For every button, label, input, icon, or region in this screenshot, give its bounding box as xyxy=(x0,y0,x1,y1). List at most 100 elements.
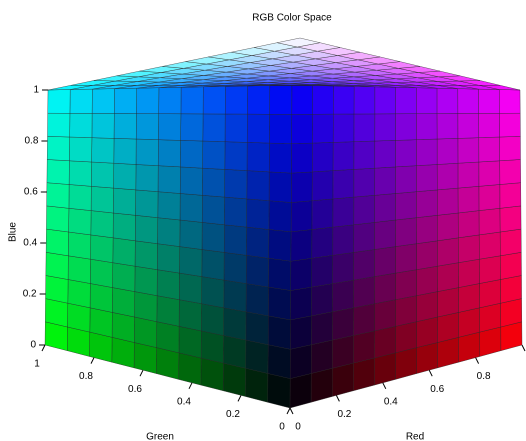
cube-cell xyxy=(202,86,226,115)
x-tick xyxy=(335,395,340,402)
cube-cell xyxy=(416,164,438,192)
cube-cell xyxy=(479,255,501,284)
cube-cell xyxy=(223,307,247,341)
cube-cell xyxy=(499,159,521,185)
cube-cell xyxy=(247,85,271,115)
cube-cell xyxy=(246,170,270,201)
cube-cell xyxy=(374,86,396,115)
cube-cell xyxy=(374,246,396,277)
cube-cell xyxy=(223,335,247,369)
z-tick-label: 0.8 xyxy=(24,136,38,147)
y-tick-label: 0.8 xyxy=(79,371,93,382)
cube-cell xyxy=(416,87,438,114)
cube-cell xyxy=(395,113,417,141)
cube-cell xyxy=(291,142,313,174)
cube-cell xyxy=(269,84,293,115)
cube-cell xyxy=(331,362,354,397)
cube-cell xyxy=(437,212,459,242)
cube-cell xyxy=(289,373,312,409)
cube-cell xyxy=(46,182,70,209)
cube-cell xyxy=(45,252,69,280)
cube-cell xyxy=(374,193,396,223)
x-tick xyxy=(475,357,480,364)
cube-cell xyxy=(416,215,438,244)
y-tick xyxy=(188,382,193,390)
cube-cell xyxy=(374,140,396,169)
cube-cell xyxy=(499,136,521,162)
cube-cell xyxy=(90,234,114,263)
cube-cell xyxy=(478,184,501,211)
cube-cell xyxy=(111,312,135,343)
cube-cell xyxy=(268,258,292,291)
cube-cell xyxy=(311,170,334,201)
cube-cell xyxy=(246,198,270,230)
cube-cell xyxy=(312,113,334,144)
cube-cell xyxy=(135,113,159,140)
cube-cell xyxy=(90,258,114,288)
cube-cell xyxy=(436,162,459,191)
cube-cell xyxy=(457,137,480,164)
cube-cell xyxy=(156,295,180,327)
cube-cell xyxy=(353,357,375,392)
cube-cell xyxy=(416,138,438,166)
cube-cell xyxy=(395,87,417,115)
cube-cell xyxy=(134,316,158,348)
cube-cell xyxy=(134,240,158,270)
cube-cell xyxy=(112,212,136,242)
cube-cell xyxy=(395,139,417,168)
cube-cell xyxy=(353,195,375,226)
cube-cell xyxy=(436,113,459,140)
cube-cell xyxy=(202,140,226,170)
cube-cell xyxy=(134,265,158,296)
cube-cell xyxy=(333,85,355,115)
cube-cell xyxy=(224,113,248,143)
cube-cell xyxy=(245,367,269,403)
z-tick-label: 0.2 xyxy=(23,289,37,300)
cube-cell xyxy=(499,182,522,209)
cube-cell xyxy=(395,191,417,221)
cube-cell xyxy=(69,88,93,114)
cube-cell xyxy=(202,113,226,142)
cube-cell xyxy=(310,339,333,374)
cube-cell xyxy=(395,347,417,380)
cube-cell xyxy=(353,303,375,336)
cube-cell xyxy=(201,222,225,253)
cube-cell xyxy=(458,234,480,263)
cube-cell xyxy=(113,138,137,165)
cube-cell xyxy=(180,86,204,115)
cube-cell xyxy=(332,279,354,313)
cube-cell xyxy=(290,229,313,262)
cube-cell xyxy=(478,88,500,114)
blue-axis-label: Blue xyxy=(8,222,19,242)
cube-cell xyxy=(374,113,396,142)
cube-cell xyxy=(500,298,523,328)
cube-cell xyxy=(245,339,269,374)
cube-cell xyxy=(224,85,248,115)
cube-cell xyxy=(332,335,354,369)
cube-cell xyxy=(499,112,521,138)
cube-cell xyxy=(246,113,270,144)
cube-cell xyxy=(277,37,321,48)
cube-cell xyxy=(353,222,375,253)
cube-cell xyxy=(245,311,269,346)
z-tick-label: 0.4 xyxy=(23,238,37,249)
cube-cell xyxy=(91,113,115,139)
cube-cell xyxy=(436,138,459,165)
cube-cell xyxy=(290,315,312,350)
cube-cell xyxy=(156,269,180,300)
cube-cell xyxy=(478,160,501,187)
cube-cell xyxy=(201,195,225,226)
cube-cell xyxy=(91,161,115,189)
cube-cell xyxy=(332,307,354,341)
cube-cell xyxy=(457,113,480,139)
y-tick-label: 0.4 xyxy=(177,396,191,407)
cube-cell xyxy=(395,295,417,327)
x-tick-label: 0.4 xyxy=(384,396,398,407)
cube-cell xyxy=(395,217,417,247)
cube-cell xyxy=(268,286,291,321)
z-tick-label: 0.6 xyxy=(24,187,38,198)
cube-cell xyxy=(157,139,181,168)
cube-cell xyxy=(457,210,480,239)
cube-cell xyxy=(478,231,501,260)
cube-cell xyxy=(200,330,224,364)
